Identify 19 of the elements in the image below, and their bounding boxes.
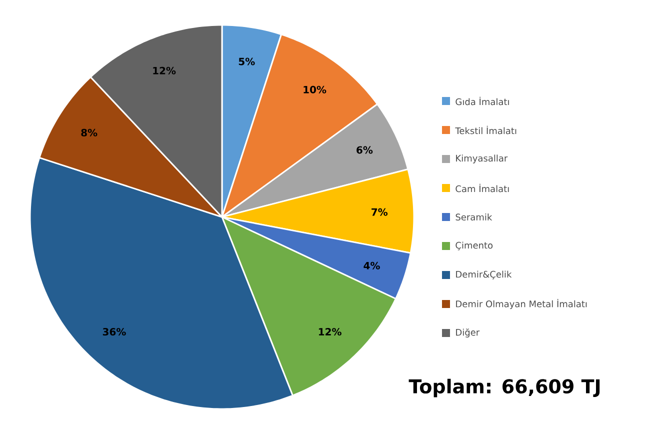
data-label: 4%: [364, 262, 380, 270]
legend-label: Seramik: [456, 214, 492, 220]
legend-label: Gıda İmalatı: [456, 96, 509, 106]
data-label: 6%: [356, 146, 373, 154]
legend-label: Demir Olmayan Metal İmalatı: [456, 298, 587, 310]
data-label: 7%: [372, 208, 388, 216]
data-label: 5%: [238, 58, 255, 66]
data-label: 12%: [318, 328, 342, 336]
legend-label: Demir&Çelik: [456, 270, 512, 280]
text: Toplam: 66,609 TJ: [408, 378, 600, 398]
data-label: 8%: [81, 128, 98, 136]
data-label: 12%: [153, 66, 176, 74]
data-label: 36%: [102, 328, 126, 336]
legend-label: Tekstil İmalatı: [455, 126, 516, 134]
data-label: 10%: [304, 86, 326, 94]
legend-label: Diğer: [456, 328, 480, 338]
legend-label: Cam İmalatı: [456, 184, 509, 192]
legend-label: Kimyasallar: [456, 154, 508, 164]
legend-label: Çimento: [456, 242, 493, 250]
